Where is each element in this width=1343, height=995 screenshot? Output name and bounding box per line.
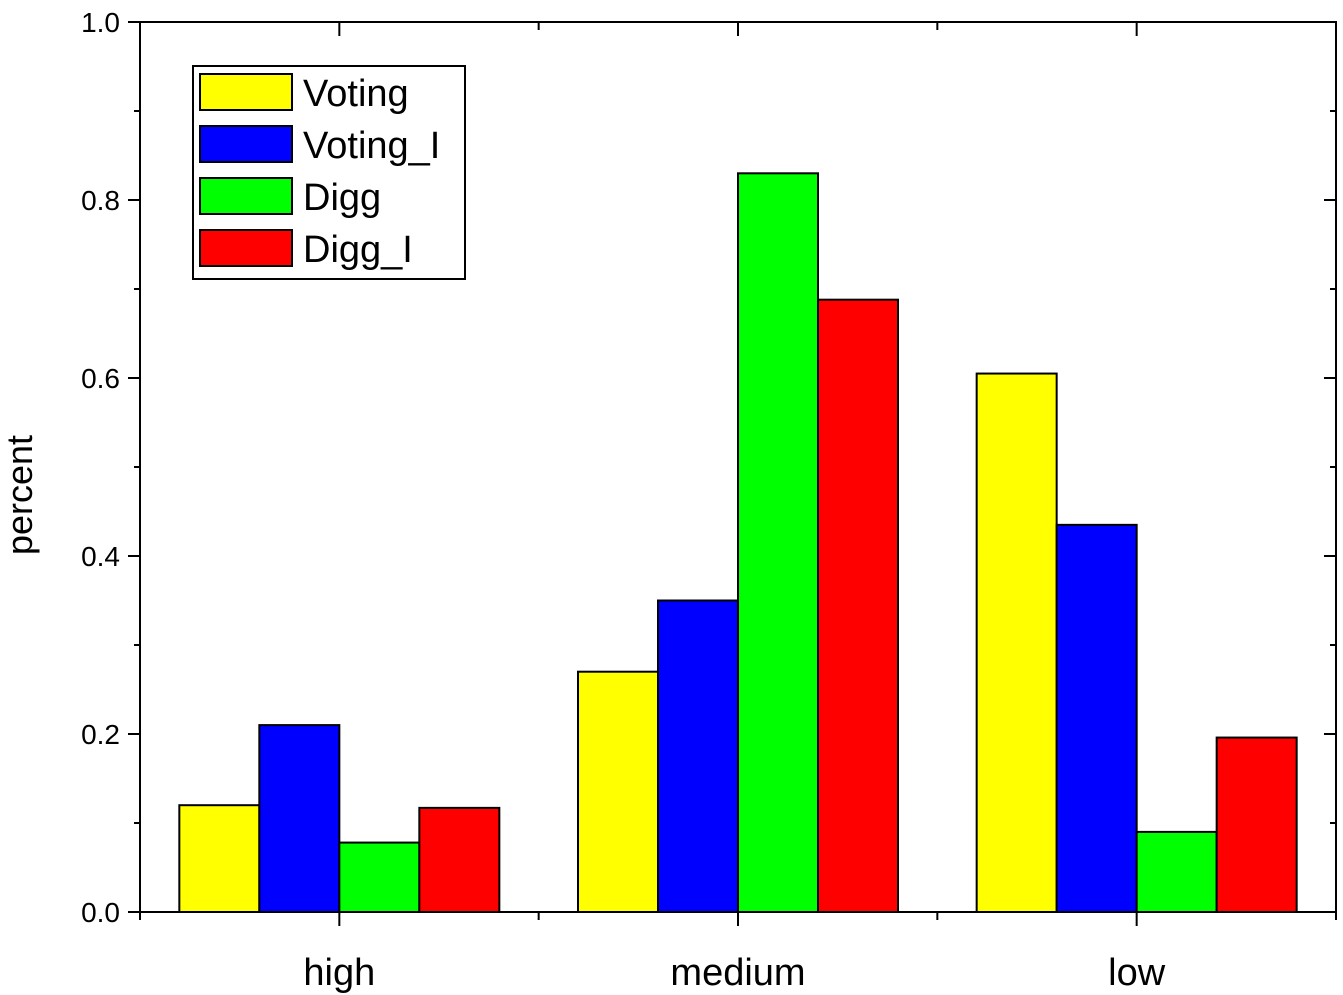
legend-swatch-voting [199, 73, 293, 111]
bars-layer [178, 172, 1298, 914]
bar-digg-low [1135, 830, 1218, 914]
bar-voting-medium [577, 670, 659, 914]
bar-digg-high [338, 841, 421, 914]
y-axis-title: percent [0, 435, 40, 555]
bar-digg-i-medium [817, 298, 899, 913]
legend-swatch-voting-i [199, 125, 293, 163]
bar-voting-high [178, 804, 261, 914]
legend: Voting Voting_I Digg Digg_I [192, 65, 466, 280]
y-tick-label: 0.8 [81, 185, 120, 216]
bar-voting-low [975, 372, 1058, 913]
bar-digg-i-high [418, 806, 501, 913]
y-tick-label: 0.2 [81, 719, 120, 750]
bar-voting-i-medium [657, 599, 739, 913]
x-tick-label-medium: medium [670, 952, 805, 994]
bar-digg-i-low [1215, 736, 1298, 913]
legend-label-voting-i: Voting_I [303, 125, 440, 167]
x-tick-label-low: low [1108, 952, 1166, 994]
legend-label-digg: Digg [303, 177, 381, 219]
bar-digg-medium [737, 172, 819, 914]
y-tick-label: 0.0 [81, 897, 120, 928]
y-tick-label: 0.4 [81, 541, 120, 572]
x-tick-label-high: high [303, 952, 375, 994]
legend-label-digg-i: Digg_I [303, 229, 413, 271]
bar-voting-i-high [258, 724, 341, 913]
legend-swatch-digg [199, 177, 293, 215]
axes-layer: high medium low 0.0 0.2 0.4 0.6 0.8 1.0 [81, 7, 1337, 994]
bar-voting-i-low [1055, 523, 1138, 913]
legend-swatch-digg-i [199, 229, 293, 267]
y-tick-label: 0.6 [81, 363, 120, 394]
legend-label-voting: Voting [303, 73, 409, 115]
y-tick-label: 1.0 [81, 7, 120, 38]
